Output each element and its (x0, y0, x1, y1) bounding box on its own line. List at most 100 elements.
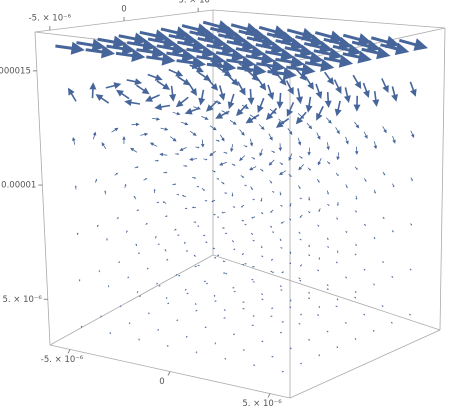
vector-arrow (317, 269, 319, 272)
vector-arrow (318, 305, 321, 308)
vector-arrow (326, 117, 332, 124)
vector-arrow (308, 338, 310, 341)
vector-arrow (194, 265, 197, 268)
vector-arrow (315, 83, 323, 99)
vector-arrow (184, 207, 188, 210)
vector-arrow (189, 130, 197, 136)
vector-arrow (136, 291, 139, 294)
vector-arrow (118, 261, 120, 264)
vector-arrow (246, 35, 276, 48)
vector-arrow (280, 204, 283, 207)
vector-arrow (317, 314, 319, 316)
vector-arrow (178, 274, 181, 277)
vector-arrow (363, 313, 365, 316)
vector-arrow (239, 129, 245, 136)
z-tick-label: 5. × 10⁻⁶ (2, 295, 42, 305)
vector-arrow (230, 144, 234, 153)
vector-arrow (271, 307, 274, 310)
vector-arrow (105, 82, 122, 89)
vector-arrow (197, 264, 200, 267)
vector-arrow (260, 197, 263, 202)
vector-arrow (222, 227, 225, 230)
vector-arrow (214, 342, 217, 345)
vector-arrow (138, 338, 140, 341)
vector-arrow (390, 321, 393, 324)
vector-arrow (204, 199, 208, 202)
vector-arrow (326, 161, 331, 165)
vector-arrow (252, 198, 255, 201)
vector-arrow (307, 147, 311, 156)
vector-arrow (373, 141, 378, 150)
vector-arrow (335, 261, 338, 264)
vector-arrow (126, 78, 143, 86)
vector-arrow (250, 186, 253, 191)
vector-arrow (399, 38, 428, 51)
vector-arrow (275, 37, 305, 51)
vector-arrow (196, 52, 226, 66)
vector-arrow (300, 313, 302, 316)
vector-arrow (409, 313, 411, 316)
vector-arrow (289, 218, 292, 221)
vector-arrow (184, 107, 200, 115)
vector-arrow (244, 223, 247, 226)
vector-arrow (278, 143, 283, 152)
vector-arrow (160, 26, 190, 39)
vector-arrow (252, 239, 255, 242)
vector-arrow (68, 87, 77, 102)
z-tick-label: 0.000015 (0, 66, 31, 76)
vector-arrow (158, 284, 161, 287)
vector-arrow (373, 283, 375, 286)
vector-arrow (168, 68, 184, 77)
vector-arrow (139, 295, 141, 297)
vector-arrow (261, 298, 264, 301)
vector-arrow (380, 42, 410, 56)
vector-arrow (128, 322, 131, 325)
vector-arrow (327, 203, 330, 206)
vector-arrow (256, 77, 267, 91)
vector-arrow (270, 209, 274, 213)
vector-arrow (217, 254, 220, 257)
vector-arrow (279, 285, 282, 288)
vector-arrow (244, 184, 247, 187)
vector-arrow (250, 232, 253, 235)
vector-arrow (409, 268, 412, 271)
vector-arrow (177, 234, 180, 237)
vector-arrow (251, 324, 254, 327)
vector-arrow (233, 333, 235, 336)
vector-arrow (326, 142, 330, 151)
vector-arrow (317, 158, 322, 166)
vector-arrow (76, 38, 106, 52)
vector-arrow (268, 133, 273, 141)
vector-arrow (355, 243, 358, 247)
vector-arrow (336, 250, 339, 253)
vector-arrow (227, 93, 235, 110)
vector-arrow (260, 245, 263, 249)
vector-arrow (299, 155, 303, 159)
box-edge (289, 329, 441, 399)
vector-arrow (305, 96, 313, 113)
vector-arrow (363, 131, 368, 139)
vector-arrow (267, 67, 297, 81)
vector-arrow (336, 217, 338, 220)
vector-arrow (134, 166, 139, 169)
vector-arrow (229, 119, 237, 125)
vector-arrow (133, 195, 137, 200)
vector-arrow (355, 146, 359, 155)
vector-arrow (124, 183, 127, 188)
vector-arrow (245, 52, 276, 66)
vector-arrow (136, 209, 139, 212)
vector-arrow (261, 340, 264, 343)
vector-arrow (318, 208, 321, 213)
x-tick-label: -5. × 10⁻⁶ (41, 355, 84, 365)
vector-arrow (300, 264, 303, 267)
vector-arrow (247, 89, 255, 105)
vector-arrow (304, 59, 335, 72)
vector-arrow (244, 262, 247, 265)
vector-arrow (259, 148, 263, 157)
vector-arrow (240, 175, 245, 178)
vector-arrow (175, 96, 189, 108)
vector-arrow (118, 32, 148, 46)
vector-arrow (299, 279, 302, 282)
vector-arrow (210, 25, 240, 39)
vector-arrow (92, 131, 97, 140)
